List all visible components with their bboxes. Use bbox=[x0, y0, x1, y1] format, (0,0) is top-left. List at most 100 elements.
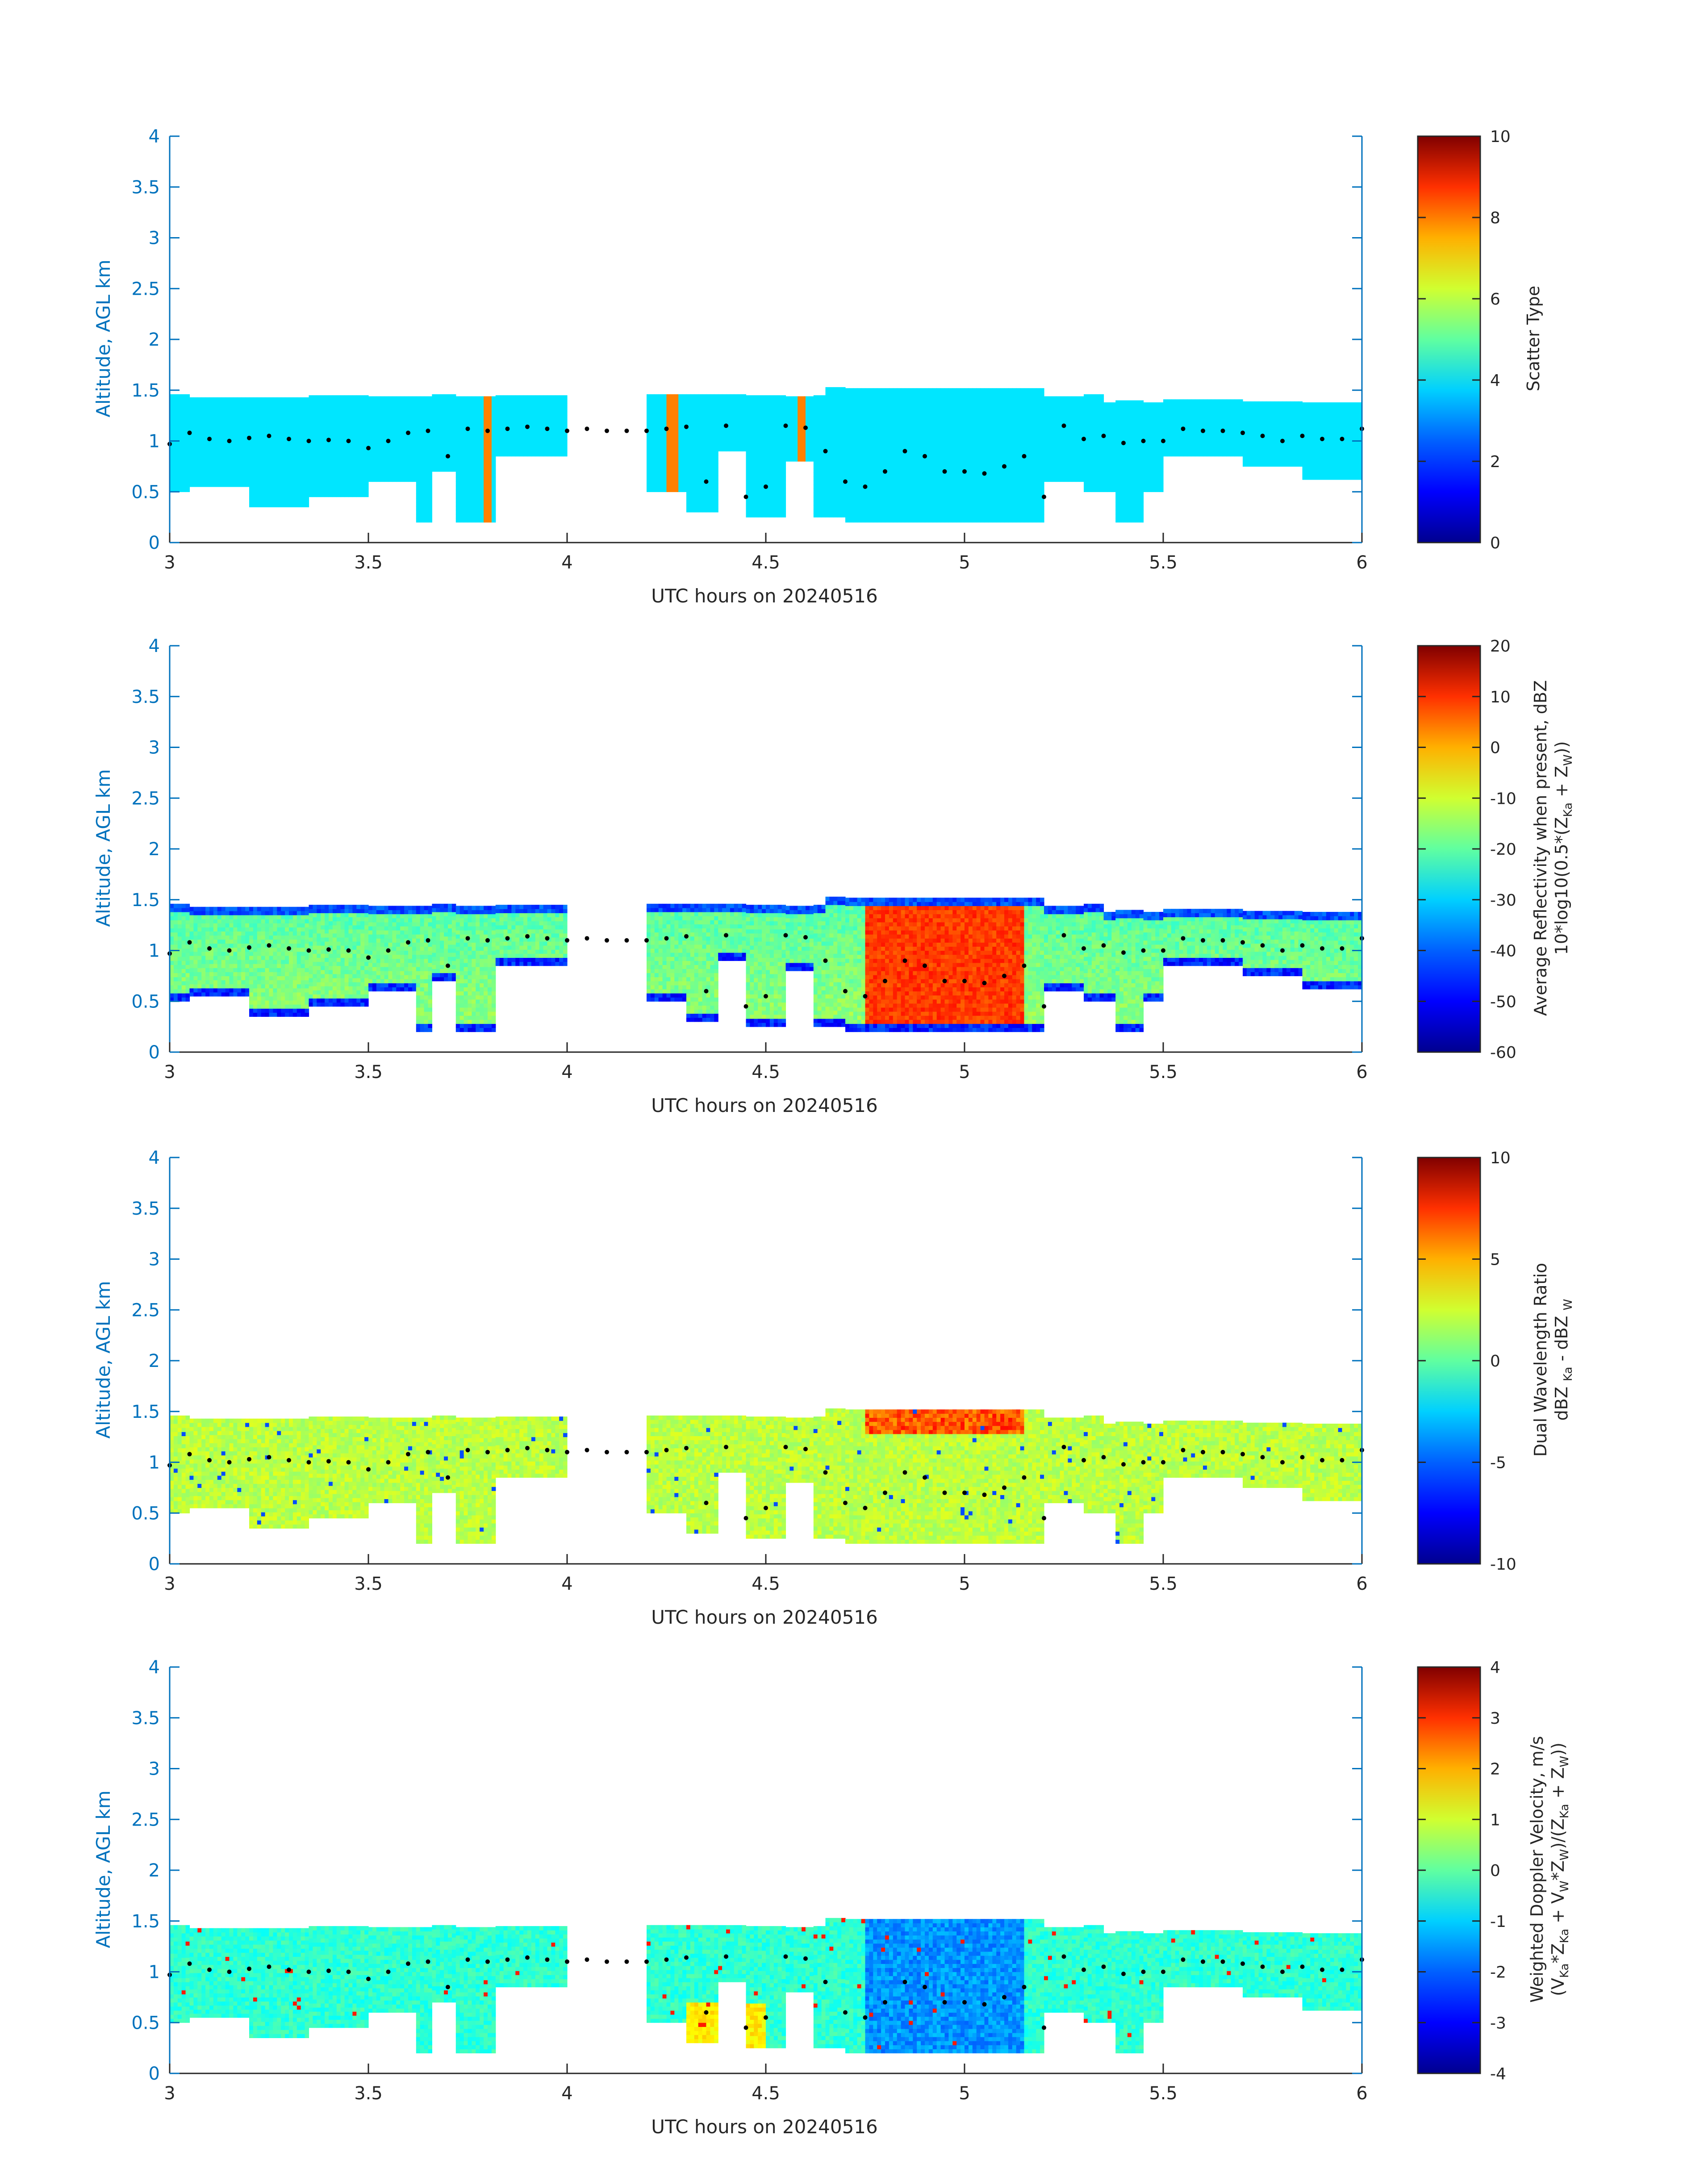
heatmap-cell bbox=[726, 410, 731, 415]
heatmap-cell bbox=[980, 388, 985, 393]
heatmap-cell bbox=[321, 436, 325, 440]
heatmap-cell bbox=[746, 399, 750, 404]
heatmap-cell bbox=[714, 410, 718, 415]
heatmap-cell bbox=[384, 457, 389, 462]
heatmap-cell bbox=[905, 473, 909, 478]
heatmap-cell bbox=[488, 400, 492, 405]
heatmap-cell bbox=[750, 513, 754, 518]
heatmap-cell bbox=[503, 419, 508, 424]
heatmap-cell bbox=[877, 485, 881, 490]
heatmap-cell bbox=[197, 458, 202, 463]
heatmap-cell bbox=[515, 440, 520, 444]
heatmap-cell bbox=[455, 506, 460, 510]
heatmap-cell bbox=[992, 400, 997, 405]
heatmap-cell bbox=[837, 423, 842, 428]
heatmap-cell bbox=[897, 421, 902, 425]
heatmap-cell bbox=[928, 461, 933, 466]
heatmap-cell bbox=[817, 456, 822, 461]
heatmap-cell bbox=[455, 437, 460, 442]
heatmap-cell bbox=[1008, 408, 1013, 413]
heatmap-cell bbox=[889, 433, 894, 437]
heatmap-cell bbox=[901, 457, 906, 462]
heatmap-cell bbox=[313, 440, 317, 444]
heatmap-cell bbox=[185, 398, 190, 403]
heatmap-cell bbox=[925, 445, 929, 450]
heatmap-cell bbox=[853, 445, 858, 450]
heatmap-cell bbox=[972, 502, 977, 506]
heatmap-cell bbox=[714, 467, 718, 472]
heatmap-cell bbox=[428, 469, 432, 474]
heatmap-cell bbox=[706, 406, 710, 411]
heatmap-cell bbox=[647, 475, 651, 480]
heatmap-cell bbox=[185, 443, 190, 447]
heatmap-cell bbox=[925, 400, 929, 405]
heatmap-cell bbox=[682, 394, 687, 399]
heatmap-cell bbox=[976, 485, 981, 490]
heatmap-cell bbox=[857, 461, 862, 466]
heatmap-cell bbox=[261, 466, 266, 471]
heatmap-cell bbox=[309, 403, 313, 408]
heatmap-cell bbox=[968, 433, 973, 437]
heatmap-cell bbox=[495, 399, 500, 404]
heatmap-cell bbox=[296, 434, 301, 439]
heatmap-cell bbox=[932, 416, 937, 421]
heatmap-cell bbox=[996, 429, 1001, 433]
heatmap-cell bbox=[857, 485, 862, 490]
heatmap-cell bbox=[1016, 425, 1021, 429]
heatmap-cell bbox=[499, 403, 504, 408]
heatmap-cell bbox=[503, 399, 508, 404]
heatmap-cell bbox=[893, 477, 898, 482]
heatmap-cell bbox=[285, 458, 289, 463]
heatmap-cell bbox=[468, 518, 472, 523]
heatmap-cell bbox=[948, 481, 953, 486]
heatmap-cell bbox=[217, 458, 222, 463]
heatmap-cell bbox=[654, 402, 659, 407]
heatmap-cell bbox=[356, 403, 361, 408]
heatmap-cell bbox=[408, 404, 413, 409]
heatmap-cell bbox=[372, 457, 377, 462]
heatmap-cell bbox=[249, 430, 254, 435]
heatmap-cell bbox=[833, 456, 838, 461]
heatmap-cell bbox=[380, 473, 385, 478]
heatmap-cell bbox=[754, 448, 758, 453]
heatmap-cell bbox=[233, 401, 238, 406]
heatmap-cell bbox=[292, 446, 297, 451]
heatmap-cell bbox=[173, 426, 178, 431]
heatmap-cell bbox=[472, 437, 476, 442]
heatmap-cell bbox=[893, 510, 898, 514]
heatmap-cell bbox=[281, 474, 285, 479]
heatmap-cell bbox=[173, 475, 178, 480]
heatmap-cell bbox=[241, 438, 246, 443]
heatmap-cell bbox=[325, 493, 329, 497]
heatmap-cell bbox=[170, 463, 174, 468]
heatmap-cell bbox=[678, 422, 683, 427]
heatmap-cell bbox=[336, 444, 341, 448]
heatmap-cell bbox=[666, 480, 671, 484]
heatmap-cell bbox=[332, 472, 337, 477]
heatmap-cell bbox=[972, 453, 977, 458]
heatmap-cell bbox=[694, 455, 699, 460]
heatmap-cell bbox=[829, 456, 834, 461]
heatmap-cell bbox=[527, 419, 532, 424]
heatmap-cell bbox=[873, 388, 877, 393]
heatmap-cell bbox=[440, 426, 444, 431]
heatmap-cell bbox=[476, 445, 480, 450]
heatmap-cell bbox=[468, 510, 472, 514]
heatmap-cell bbox=[245, 401, 250, 406]
heatmap-cell bbox=[400, 429, 405, 433]
heatmap-cell bbox=[841, 419, 846, 424]
heatmap-cell bbox=[245, 450, 250, 455]
heatmap-cell bbox=[853, 477, 858, 482]
heatmap-cell bbox=[865, 392, 869, 397]
heatmap-cell bbox=[777, 399, 782, 404]
heatmap-cell bbox=[944, 449, 949, 454]
heatmap-cell bbox=[952, 388, 957, 393]
heatmap-cell bbox=[444, 394, 448, 399]
heatmap-cell bbox=[825, 403, 830, 408]
heatmap-cell bbox=[384, 433, 389, 437]
heatmap-cell bbox=[241, 418, 246, 422]
heatmap-cell bbox=[1004, 485, 1009, 490]
heatmap-cell bbox=[690, 459, 695, 464]
heatmap-cell bbox=[865, 404, 869, 409]
heatmap-cell bbox=[281, 438, 285, 443]
